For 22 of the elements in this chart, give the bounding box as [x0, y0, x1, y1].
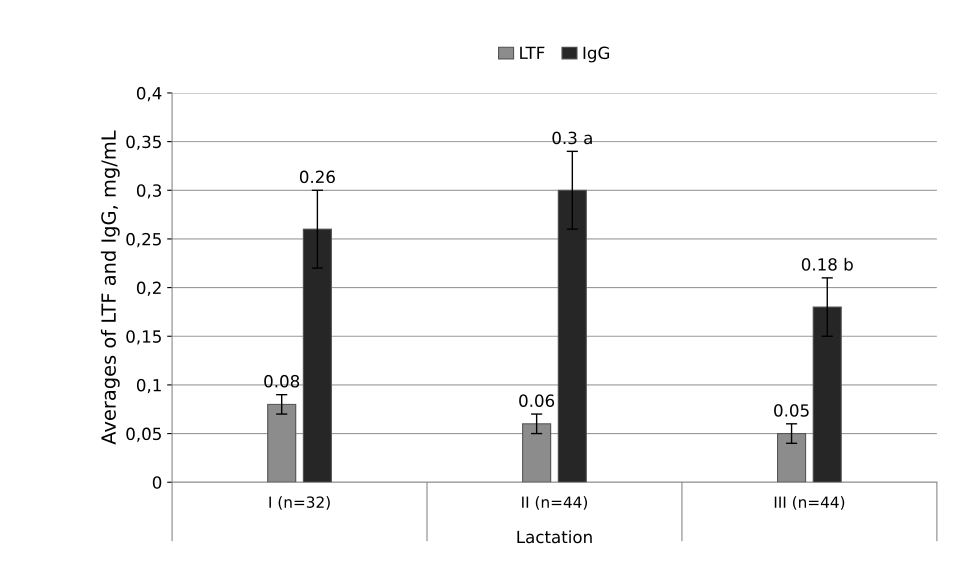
y-tick-label: 0,4	[136, 86, 162, 102]
y-tick-label: 0	[152, 476, 162, 489]
y-tick-label: 0,1	[136, 378, 161, 394]
legend-label: LTF	[520, 46, 544, 59]
data-label: 0.18 b	[802, 258, 853, 271]
x-axis-title: Lactation	[517, 530, 592, 544]
y-tick-label: 0,15	[126, 330, 161, 345]
y-tick-label: 0,3	[136, 184, 162, 199]
y-axis-title: Averages of LTF and IgG, mg/mL	[100, 130, 120, 445]
y-tick-label: 0,35	[126, 136, 161, 150]
y-tick-label: 0,05	[126, 428, 161, 442]
data-label: 0.26	[300, 170, 335, 184]
x-tick-label: I (n=32)	[269, 496, 330, 510]
data-label: 0.3 a	[552, 132, 592, 144]
y-tick-label: 0,25	[126, 232, 161, 248]
data-label: 0.06	[519, 394, 554, 407]
x-tick-label: III (n=44)	[774, 496, 844, 510]
data-label: 0.08	[264, 374, 300, 388]
x-tick-label: II (n=44)	[522, 496, 588, 510]
y-tick-label: 0,2	[136, 282, 161, 296]
legend-label: IgG	[584, 46, 610, 62]
data-label: 0.05	[774, 404, 809, 417]
